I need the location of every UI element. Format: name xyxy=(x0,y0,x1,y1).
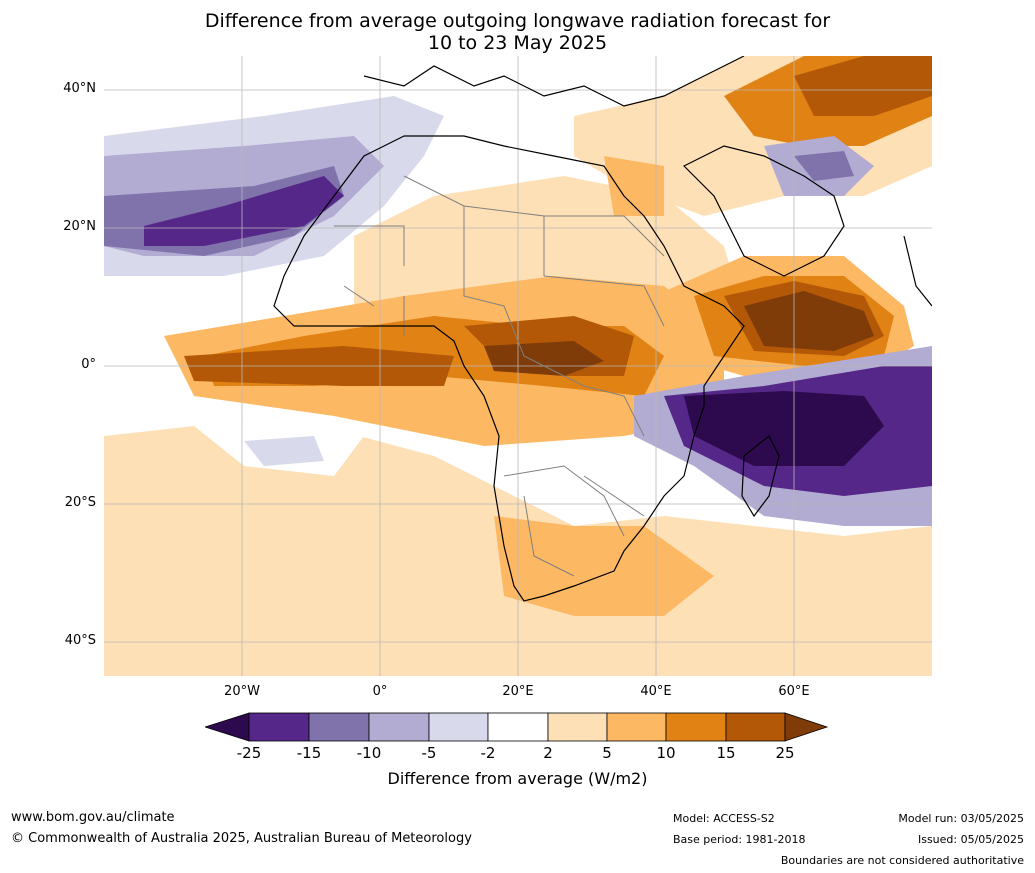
base-period-label: Base period: 1981-2018 xyxy=(673,833,806,846)
coastlines xyxy=(273,56,932,602)
colorbar-swatch--15-to--10 xyxy=(308,712,370,742)
colorbar-tick--5: -5 xyxy=(421,744,437,762)
colorbar-tick-10: 10 xyxy=(656,744,676,762)
colorbar-swatch-15-to-25 xyxy=(725,712,786,742)
colorbar-swatch-10-to-15 xyxy=(665,712,727,742)
lon-label-0: 0° xyxy=(372,684,388,699)
disclaimer-text: Boundaries are not considered authoritat… xyxy=(780,854,1024,867)
anomaly-region-pakistan-core xyxy=(794,151,854,181)
lon-label-60e: 60°E xyxy=(778,684,810,699)
lat-label-40s: 40°S xyxy=(64,633,96,648)
lon-label-20w: 20°W xyxy=(224,684,260,699)
website-link[interactable]: www.bom.gov.au/climate xyxy=(11,810,175,825)
africa-coastline xyxy=(273,135,745,602)
anomaly-region-iran-core xyxy=(794,56,932,116)
anomaly-region-arabian-sea-core xyxy=(744,291,874,351)
title-line-1: Difference from average outgoing longwav… xyxy=(204,10,831,32)
anomaly-region-atlantic-patch xyxy=(244,436,324,466)
colorbar-swatch-2-to-5 xyxy=(547,712,608,742)
colorbar-swatch--25-to--15 xyxy=(248,712,310,742)
colorbar-tick--2: -2 xyxy=(480,744,496,762)
colorbar-tick-2: 2 xyxy=(543,744,553,762)
colorbar-tick--10: -10 xyxy=(356,744,382,762)
colorbar-swatch-below--25 xyxy=(205,712,250,742)
lat-label-20s: 20°S xyxy=(64,495,96,510)
lat-label-40n: 40°N xyxy=(63,81,96,96)
europe-coastline xyxy=(363,56,745,107)
colorbar-swatch-5-to-10 xyxy=(606,712,667,742)
colorbar-title: Difference from average (W/m2) xyxy=(387,769,648,788)
colorbar-swatch--2-to-2 xyxy=(487,712,549,742)
colorbar-swatch--5-to--2 xyxy=(428,712,489,742)
lat-label-0: 0° xyxy=(81,357,96,372)
colorbar-tick-25: 25 xyxy=(775,744,795,762)
colorbar-tick-5: 5 xyxy=(602,744,612,762)
anomaly-region-egypt xyxy=(604,156,664,216)
anomaly-region-sahara-core xyxy=(144,176,344,246)
gridlines xyxy=(104,56,932,676)
issued-label: Issued: 05/05/2025 xyxy=(917,833,1024,846)
model-label: Model: ACCESS-S2 xyxy=(673,812,775,825)
country-borders xyxy=(334,175,665,577)
lat-label-20n: 20°N xyxy=(63,219,96,234)
copyright-text: © Commonwealth of Australia 2025, Austra… xyxy=(11,831,472,846)
colorbar-tick--15: -15 xyxy=(296,744,322,762)
colorbar-tick-15: 15 xyxy=(716,744,736,762)
india-coastline xyxy=(903,235,932,307)
colorbar xyxy=(205,712,829,742)
colorbar-tick--25: -25 xyxy=(236,744,262,762)
colorbar-swatch--10-to--5 xyxy=(368,712,430,742)
chart-title: Difference from average outgoing longwav… xyxy=(0,10,1035,54)
arabia-coastline xyxy=(682,145,845,277)
anomaly-region-indian-ocean-core xyxy=(684,391,884,466)
title-line-2: 10 to 23 May 2025 xyxy=(427,32,608,54)
madagascar-coastline xyxy=(741,435,780,518)
lon-label-40e: 40°E xyxy=(640,684,672,699)
anomaly-fill xyxy=(104,56,932,676)
anomaly-region-south-africa xyxy=(494,516,714,616)
anomaly-region-congo-core xyxy=(484,341,604,376)
lon-label-20e: 20°E xyxy=(502,684,534,699)
colorbar-swatch-above-25 xyxy=(784,712,829,742)
model-run-label: Model run: 03/05/2025 xyxy=(898,812,1024,825)
anomaly-map xyxy=(104,56,932,676)
